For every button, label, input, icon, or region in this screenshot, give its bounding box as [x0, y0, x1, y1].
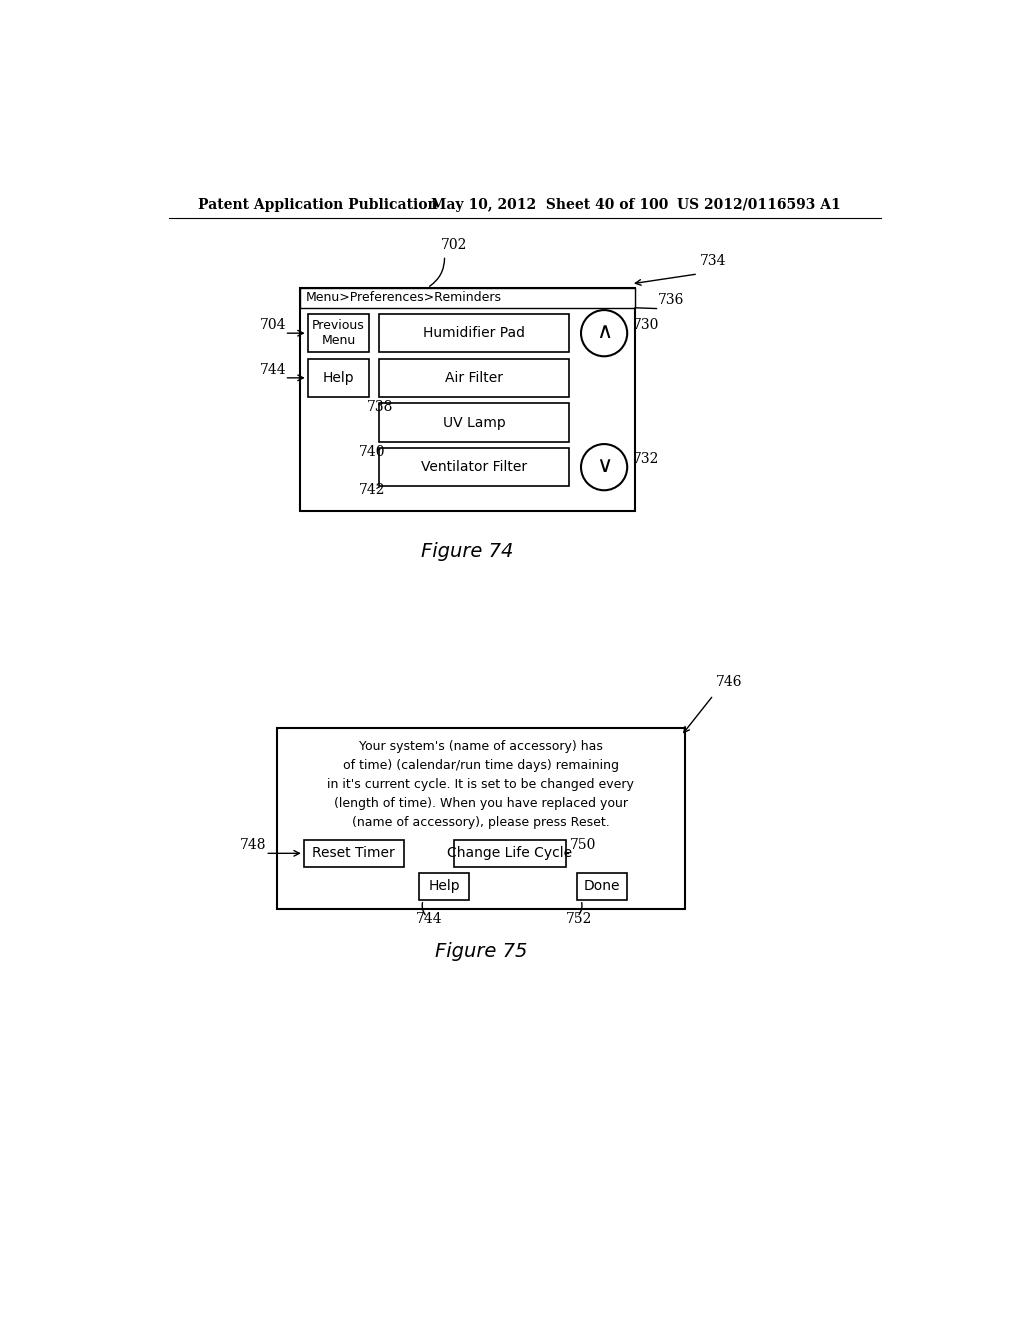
Text: Previous
Menu: Previous Menu [312, 319, 365, 347]
Circle shape [581, 310, 628, 356]
Text: 702: 702 [440, 239, 467, 252]
Text: 732: 732 [634, 453, 659, 466]
Text: Help: Help [428, 879, 460, 894]
Bar [300, 288, 635, 308]
Bar [276, 729, 685, 909]
Text: May 10, 2012  Sheet 40 of 100: May 10, 2012 Sheet 40 of 100 [431, 198, 669, 211]
Text: ∨: ∨ [596, 455, 612, 475]
Text: 744: 744 [416, 912, 442, 927]
Text: Ventilator Filter: Ventilator Filter [421, 461, 527, 474]
Text: 704: 704 [260, 318, 287, 333]
Text: Figure 75: Figure 75 [435, 942, 527, 961]
Text: 730: 730 [634, 318, 659, 333]
Text: 746: 746 [716, 675, 742, 689]
Text: Menu>Preferences>Reminders: Menu>Preferences>Reminders [306, 292, 502, 305]
Text: 748: 748 [240, 838, 266, 853]
Text: ∧: ∧ [596, 322, 612, 342]
Bar [379, 314, 569, 352]
Text: 750: 750 [569, 838, 596, 853]
Circle shape [581, 444, 628, 490]
Bar [300, 288, 635, 511]
Text: Air Filter: Air Filter [445, 371, 503, 385]
Text: UV Lamp: UV Lamp [442, 416, 506, 429]
Text: 740: 740 [359, 445, 386, 458]
Text: Figure 74: Figure 74 [421, 543, 514, 561]
Text: Humidifier Pad: Humidifier Pad [423, 326, 525, 341]
Text: 752: 752 [565, 912, 592, 927]
Text: Reset Timer: Reset Timer [312, 846, 395, 861]
Text: Help: Help [323, 371, 354, 385]
Text: 742: 742 [359, 483, 386, 498]
Bar [304, 840, 403, 867]
Bar [454, 840, 565, 867]
Text: 736: 736 [658, 293, 684, 308]
Text: Your system's (name of accessory) has
of time) (calendar/run time days) remainin: Your system's (name of accessory) has of… [328, 739, 634, 829]
Bar [578, 873, 628, 900]
Bar [379, 447, 569, 487]
Bar [307, 359, 370, 397]
Text: Patent Application Publication: Patent Application Publication [199, 198, 438, 211]
Bar [307, 314, 370, 352]
Bar [379, 404, 569, 442]
Text: Change Life Cycle: Change Life Cycle [447, 846, 572, 861]
Text: 738: 738 [367, 400, 393, 414]
Text: Done: Done [584, 879, 621, 894]
Bar [379, 359, 569, 397]
Text: 744: 744 [260, 363, 287, 378]
Text: 734: 734 [700, 253, 727, 268]
Text: US 2012/0116593 A1: US 2012/0116593 A1 [677, 198, 841, 211]
Bar [419, 873, 469, 900]
